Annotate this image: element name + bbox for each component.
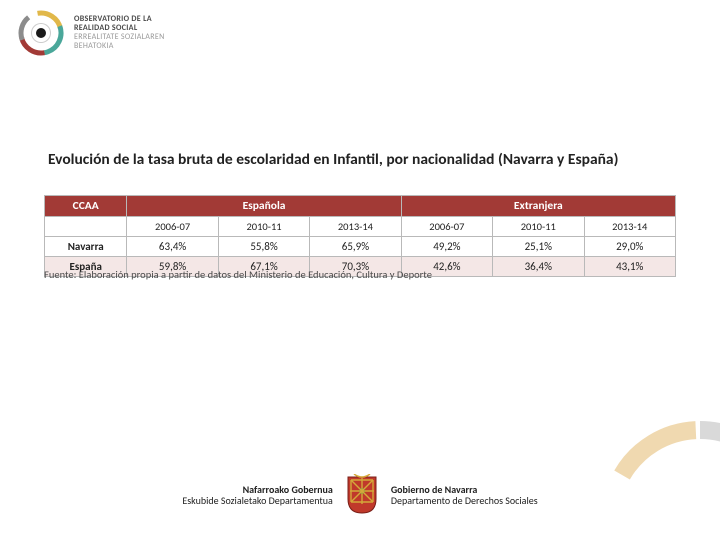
cell: 43,1% [584, 257, 676, 277]
period: 2013-14 [310, 217, 401, 237]
table-subheader-row: 2006-07 2010-11 2013-14 2006-07 2010-11 … [45, 217, 676, 237]
col-ccaa: CCAA [45, 196, 127, 217]
period: 2010-11 [218, 217, 309, 237]
cell: 25,1% [493, 237, 584, 257]
data-table: CCAA Española Extranjera 2006-07 2010-11… [44, 195, 676, 277]
table-header-row: CCAA Española Extranjera [45, 196, 676, 217]
gov-es-line2: Departamento de Derechos Sociales [391, 494, 538, 507]
org-logo-text: OBSERVATORIO DE LA REALIDAD SOCIAL ERREA… [74, 15, 165, 52]
footer-gov-logo: Nafarroako Gobernua Eskubide Sozialetako… [0, 474, 720, 516]
navarra-shield-icon [345, 474, 379, 516]
org-logo-mark [18, 10, 64, 56]
cell: 29,0% [584, 237, 676, 257]
gov-eu-line2: Eskubide Sozialetako Departamentua [182, 494, 332, 507]
cell: 55,8% [218, 237, 309, 257]
org-logo: OBSERVATORIO DE LA REALIDAD SOCIAL ERREA… [18, 10, 165, 56]
source-note: Fuente: Elaboración propia a partir de d… [44, 268, 432, 281]
col-extranjera: Extranjera [401, 196, 675, 217]
cell: 36,4% [493, 257, 584, 277]
cell: 65,9% [310, 237, 401, 257]
logo-center-dot-icon [32, 24, 50, 42]
table-row: Navarra 63,4% 55,8% 65,9% 49,2% 25,1% 29… [45, 237, 676, 257]
background-arc-icon [560, 380, 720, 540]
period: 2010-11 [493, 217, 584, 237]
cell: 49,2% [401, 237, 492, 257]
cell: 63,4% [127, 237, 218, 257]
period: 2006-07 [401, 217, 492, 237]
gov-text-spanish: Gobierno de Navarra Departamento de Dere… [391, 484, 538, 507]
period: 2006-07 [127, 217, 218, 237]
col-espanola: Española [127, 196, 401, 217]
slide-title: Evolución de la tasa bruta de escolarida… [48, 150, 672, 169]
row-label: Navarra [45, 237, 127, 257]
period: 2013-14 [584, 217, 676, 237]
gov-text-basque: Nafarroako Gobernua Eskubide Sozialetako… [182, 484, 332, 507]
subhead-blank [45, 217, 127, 237]
org-name-eu-2: BEHATOKIA [74, 42, 165, 51]
